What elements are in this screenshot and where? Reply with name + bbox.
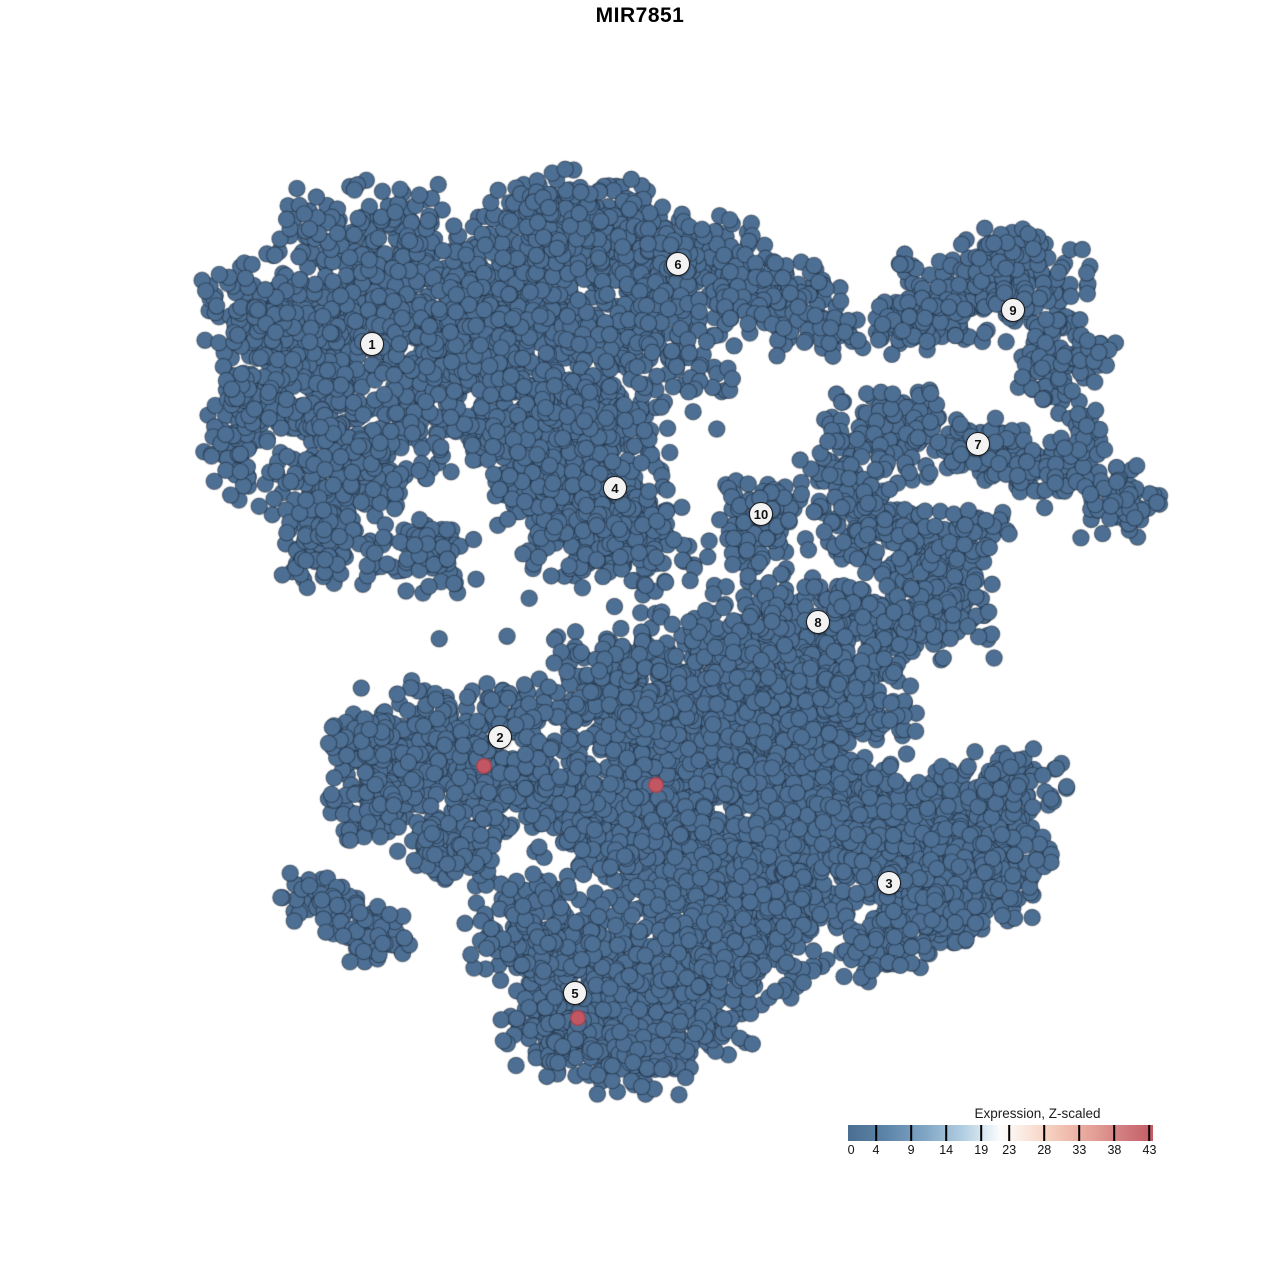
cluster-label-3: 3 (877, 871, 901, 895)
legend-tick-label: 4 (872, 1143, 880, 1157)
legend-tick-label: 0 (847, 1143, 855, 1157)
legend-tick-labels: 0 4 9 14 19 23 28 33 38 43 (847, 1143, 1157, 1159)
legend-tick-label: 9 (907, 1143, 915, 1157)
legend-tick-mark (1113, 1125, 1116, 1141)
cluster-label-1: 1 (360, 332, 384, 356)
expression-legend: Expression, Z-scaled 0 4 9 14 19 23 28 33 38 43 (847, 1106, 1157, 1159)
cluster-label-7: 7 (966, 432, 990, 456)
legend-tick-mark (875, 1125, 877, 1141)
legend-title: Expression, Z-scaled (974, 1106, 1101, 1121)
legend-tick-mark (910, 1125, 912, 1141)
legend-tick-mark (1008, 1125, 1011, 1141)
cluster-label-9: 9 (1001, 298, 1025, 322)
legend-tick-mark (1148, 1125, 1151, 1141)
cluster-label-5: 5 (563, 981, 587, 1005)
legend-tick-label: 28 (1037, 1143, 1052, 1157)
legend-tick-label: 43 (1142, 1143, 1157, 1157)
legend-tick-label: 38 (1107, 1143, 1122, 1157)
legend-tick-mark (1043, 1125, 1046, 1141)
cluster-label-10: 10 (749, 502, 773, 526)
plot-title: MIR7851 (595, 4, 685, 27)
legend-tick-label: 14 (939, 1143, 954, 1157)
legend-tick-mark (1078, 1125, 1081, 1141)
cluster-label-8: 8 (806, 610, 830, 634)
cluster-label-4: 4 (603, 476, 627, 500)
legend-tick-mark (945, 1125, 947, 1141)
legend-tick-label: 33 (1072, 1143, 1087, 1157)
legend-tick-label: 19 (974, 1143, 989, 1157)
legend-gradient-bar (848, 1125, 1153, 1141)
legend-tick-label: 23 (1002, 1143, 1017, 1157)
legend-tick-mark (980, 1125, 982, 1141)
cluster-label-6: 6 (666, 252, 690, 276)
cluster-label-2: 2 (488, 725, 512, 749)
